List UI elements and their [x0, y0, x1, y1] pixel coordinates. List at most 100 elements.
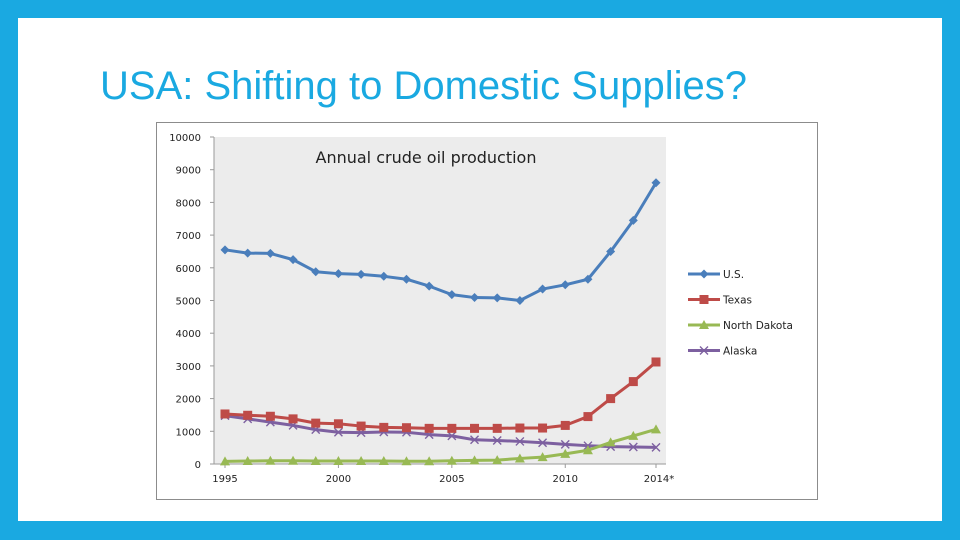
alaska-point	[628, 442, 638, 452]
texas-point	[628, 377, 638, 387]
north-dakota-point	[424, 456, 435, 466]
texas-point	[265, 411, 275, 421]
y-tick-label: 8000	[176, 198, 201, 209]
u-s-point	[606, 246, 616, 256]
y-tick-label: 3000	[176, 362, 201, 373]
alaska-point	[447, 431, 457, 441]
legend-label: North Dakota	[723, 320, 793, 332]
alaska-point	[538, 438, 548, 448]
texas-point	[243, 410, 253, 420]
series-line-alaska	[224, 414, 657, 449]
x-tick-label: 2014*	[644, 474, 674, 485]
north-dakota-point	[560, 448, 571, 458]
legend-north-dakota-point	[699, 320, 709, 329]
legend-alaska-point	[699, 346, 709, 355]
chart-container: Annual crude oil production 0 1000 2000 300…	[156, 122, 818, 502]
north-dakota-point	[446, 455, 457, 465]
texas-point	[538, 423, 548, 433]
texas-point	[333, 419, 343, 429]
north-dakota-point	[378, 456, 389, 466]
u-s-point	[628, 215, 638, 225]
north-dakota-point	[333, 456, 344, 466]
u-s-point	[379, 271, 389, 281]
series-north-dakota	[220, 424, 661, 466]
north-dakota-point	[310, 456, 321, 466]
legend-item-texas: Texas	[688, 295, 752, 307]
y-tick-label: 9000	[176, 166, 201, 177]
legend-texas-point	[699, 295, 709, 304]
y-tick-label: 6000	[176, 264, 201, 275]
y-tick-label: 0	[195, 460, 201, 471]
north-dakota-point	[628, 430, 639, 440]
north-dakota-point	[651, 424, 661, 434]
series-layer	[220, 178, 661, 466]
texas-point	[288, 414, 298, 424]
north-dakota-point	[492, 455, 503, 465]
u-s-point	[401, 274, 411, 284]
series-line-north-dakota	[224, 427, 657, 463]
u-s-point	[288, 255, 298, 265]
u-s-point	[560, 280, 570, 290]
alaska-point	[470, 435, 480, 445]
x-tick-label: 1995	[212, 474, 237, 485]
north-dakota-point	[220, 456, 230, 466]
alaska-point	[492, 435, 502, 445]
u-s-point	[515, 296, 525, 305]
legend-item-alaska: Alaska	[688, 346, 757, 358]
texas-point	[492, 423, 502, 433]
u-s-point	[356, 269, 366, 279]
series-line-u-s	[224, 182, 658, 302]
legend-u-s-point	[699, 269, 709, 279]
y-tick-label: 1000	[176, 427, 201, 438]
legend-label: U.S.	[723, 269, 744, 281]
north-dakota-point	[469, 455, 480, 465]
alaska-point	[333, 427, 343, 437]
u-s-point	[470, 293, 480, 303]
texas-point	[220, 409, 230, 419]
u-s-point	[333, 269, 343, 279]
u-s-point	[243, 248, 253, 258]
u-s-point	[220, 245, 230, 255]
north-dakota-point	[401, 456, 412, 466]
legend-item-u-s: U.S.	[688, 269, 744, 281]
texas-point	[447, 423, 457, 433]
u-s-point	[538, 284, 548, 294]
u-s-point	[424, 281, 434, 291]
texas-point	[515, 423, 525, 433]
north-dakota-point	[582, 445, 593, 455]
texas-point	[560, 420, 570, 430]
legend-item-north-dakota: North Dakota	[688, 320, 793, 332]
alaska-point	[651, 442, 661, 452]
u-s-point	[311, 267, 321, 277]
x-tick-label: 2000	[326, 474, 351, 485]
plot-area	[214, 137, 666, 464]
x-tick-label: 2010	[553, 474, 578, 485]
u-s-point	[651, 178, 661, 188]
north-dakota-point	[356, 456, 367, 466]
north-dakota-point	[265, 455, 276, 465]
series-texas	[220, 357, 661, 433]
y-tick-label: 4000	[176, 329, 201, 340]
chart-title: Annual crude oil production	[316, 148, 537, 167]
x-tick-label: 2005	[439, 474, 464, 485]
legend-label: Alaska	[723, 346, 757, 358]
slide-title: USA: Shifting to Domestic Supplies?	[100, 64, 747, 108]
alaska-point	[560, 439, 570, 449]
texas-point	[651, 357, 661, 367]
north-dakota-point	[288, 455, 299, 465]
u-s-point	[492, 293, 502, 303]
texas-point	[379, 422, 389, 432]
north-dakota-point	[537, 452, 548, 462]
texas-point	[356, 421, 366, 431]
u-s-point	[447, 290, 457, 300]
texas-point	[583, 412, 593, 422]
north-dakota-point	[514, 453, 525, 463]
u-s-point	[583, 274, 593, 284]
chart-svg: Annual crude oil production 0 1000 2000 300…	[156, 122, 818, 500]
y-tick-label: 2000	[176, 395, 201, 406]
legend: U.S. Texas North Dakota Alaska	[688, 269, 793, 358]
legend-label: Texas	[722, 295, 752, 307]
alaska-point	[515, 436, 525, 446]
texas-point	[424, 423, 434, 433]
y-axis-ticks: 0 1000 2000 3000 4000 5000 6000 7000 8000 9000 100…	[169, 133, 214, 471]
